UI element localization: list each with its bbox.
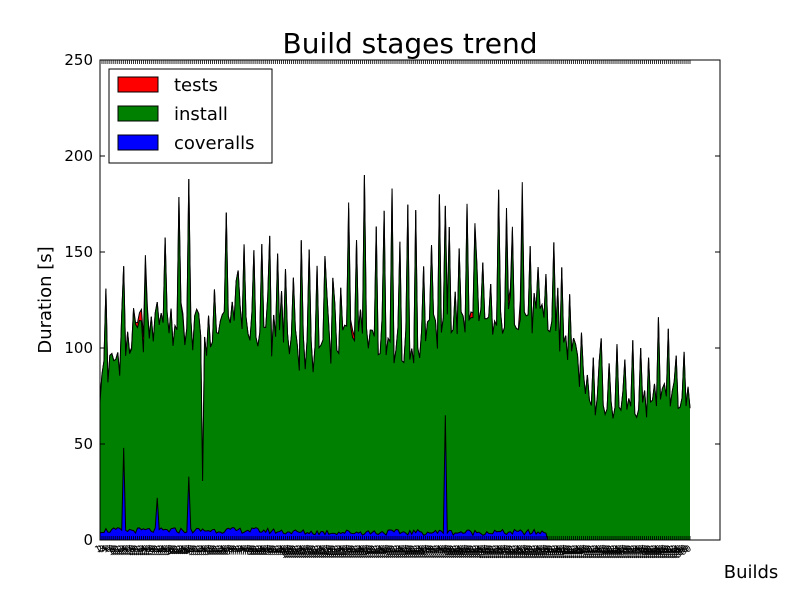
x-tick-label: 2 [96, 544, 106, 556]
y-tick-label-100: 100 [64, 339, 93, 357]
plot-area [99, 175, 691, 541]
x-tick-label: 85 [254, 544, 269, 558]
x-tick-label: 97 [278, 544, 293, 558]
x-tick-label: 43 [171, 544, 186, 558]
x-tick-label: 45 [175, 544, 190, 558]
y-tick-label-250: 250 [64, 51, 93, 69]
x-tick-label: 7 [105, 544, 115, 556]
x-tick-label: 51 [187, 544, 202, 558]
x-tick-label: 37 [160, 544, 175, 558]
legend-swatch-coveralls [117, 134, 159, 151]
x-tick-label: 73 [231, 544, 246, 558]
legend-label-install: install [174, 104, 228, 125]
x-tick-label: 12 [110, 544, 125, 558]
x-tick-label: 53 [191, 544, 206, 558]
x-tick-label: 23 [132, 544, 147, 558]
x-tick-label: 52 [189, 544, 204, 558]
legend-label-tests: tests [174, 75, 218, 96]
legend: tests install coveralls [108, 68, 273, 164]
y-tick-label-150: 150 [64, 243, 93, 261]
x-tick-label: 15 [116, 544, 131, 558]
x-tick-label: 67 [219, 544, 234, 558]
x-tick-label: 32 [150, 544, 165, 558]
x-tick-label: 6 [103, 544, 113, 556]
x-tick-label: 75 [235, 544, 250, 558]
x-tick-label: 91 [266, 544, 281, 558]
x-tick-label: 8 [107, 544, 117, 556]
x-tick-label: 27 [140, 544, 155, 558]
x-tick-label: 65 [215, 544, 230, 558]
x-tick-label: 55 [195, 544, 210, 558]
legend-swatch-tests [117, 76, 159, 93]
y-tick-label-50: 50 [74, 435, 93, 453]
x-tick-label: 1 [94, 544, 104, 556]
x-tick-label: 35 [156, 544, 171, 558]
x-tick-label: 11 [108, 544, 123, 558]
x-tick-label: 93 [270, 544, 285, 558]
x-tick-label: 61 [207, 544, 222, 558]
y-tick-label-0: 0 [83, 531, 93, 549]
x-tick-label: 82 [248, 544, 263, 558]
x-tick-label: 47 [179, 544, 194, 558]
x-tick-label: 83 [250, 544, 265, 558]
x-tick-label: 17 [120, 544, 135, 558]
x-tick-label: 95 [274, 544, 289, 558]
x-tick-label: 42 [169, 544, 184, 558]
x-tick-label: 63 [211, 544, 226, 558]
x-tick-label: 81 [246, 544, 261, 558]
y-axis: 0 50 100 150 200 250 [64, 51, 720, 549]
x-tick-label: 57 [199, 544, 214, 558]
x-tick-label: 25 [136, 544, 151, 558]
x-tick-label: 77 [239, 544, 254, 558]
x-tick-label: 4 [99, 544, 109, 556]
x-tick-label: 72 [229, 544, 244, 558]
x-tick-label: 3 [97, 544, 107, 556]
x-tick-label: 13 [112, 544, 127, 558]
x-axis: 1234567891011121314151617181920212223242… [94, 60, 694, 561]
x-tick-label: 41 [168, 544, 183, 558]
x-axis-label: Builds [724, 562, 779, 583]
x-tick-label: 22 [130, 544, 145, 558]
x-tick-label: 9 [109, 544, 119, 556]
y-tick-label-200: 200 [64, 147, 93, 165]
x-tick-label: 33 [152, 544, 167, 558]
x-tick-label: 21 [128, 544, 143, 558]
legend-swatch-install [117, 105, 159, 122]
series-line-install [99, 175, 691, 481]
chart-title: Build stages trend [282, 27, 537, 60]
x-tick-label: 5 [101, 544, 111, 556]
x-tick-label: 92 [268, 544, 283, 558]
x-tick-label: 62 [209, 544, 224, 558]
y-axis-label: Duration [s] [35, 246, 56, 353]
x-tick-label: 87 [258, 544, 273, 558]
x-tick-label: 31 [148, 544, 163, 558]
x-tick-label: 71 [227, 544, 242, 558]
legend-label-coveralls: coveralls [174, 133, 254, 154]
